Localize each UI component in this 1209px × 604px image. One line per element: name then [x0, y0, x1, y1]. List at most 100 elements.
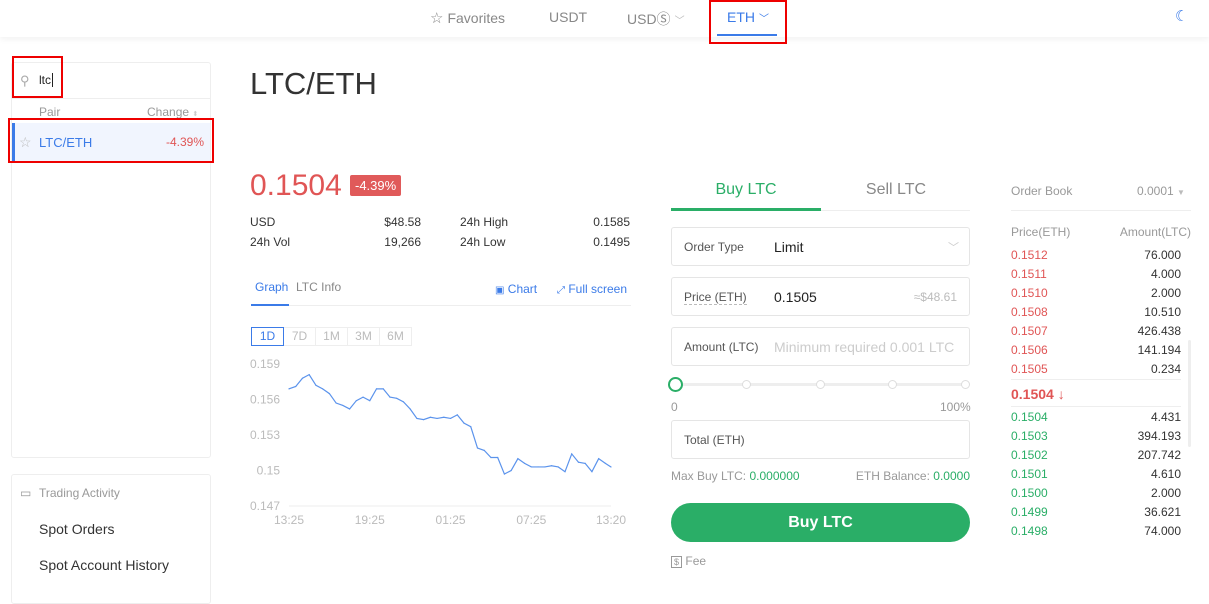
data-point — [342, 404, 344, 407]
fee-link[interactable]: $ Fee — [671, 554, 706, 568]
data-point — [295, 385, 297, 388]
price-field[interactable]: Price (ETH) 0.1505 ≈$48.61 — [671, 277, 970, 316]
data-point — [375, 388, 378, 390]
sort-icon: ⬍ — [192, 111, 199, 118]
data-point — [497, 456, 499, 459]
data-point — [550, 465, 553, 467]
arrow-down-icon: ↓ — [1057, 386, 1065, 402]
orderbook-row[interactable]: 0.1500 2.000 — [1011, 486, 1181, 500]
chevron-down-icon: ﹀ — [948, 242, 959, 254]
data-point — [416, 417, 418, 420]
fullscreen-link[interactable]: ⤢ Full screen — [557, 282, 628, 296]
price-line — [288, 373, 612, 475]
spot-orders-link[interactable]: Spot Orders — [39, 521, 115, 537]
chevron-down-icon: ﹀ — [759, 13, 769, 25]
data-point — [490, 456, 492, 459]
range-7d[interactable]: 7D — [283, 327, 316, 346]
orderbook-row[interactable]: 0.1499 36.621 — [1011, 505, 1181, 519]
pair-list-panel: ⚲ ltc Pair Change ⬍ ☆ LTC/ETH -4.39% — [11, 62, 211, 458]
orderbook-title: Order Book — [1011, 184, 1073, 198]
buy-button[interactable]: Buy LTC — [671, 503, 970, 542]
x-tick-label: 13:20 — [596, 513, 626, 527]
range-selector: 1D 7D 1M 3M 6M — [251, 327, 412, 346]
data-point — [288, 388, 290, 390]
data-point — [409, 408, 411, 410]
tab-sell[interactable]: Sell LTC — [865, 181, 927, 198]
star-icon[interactable]: ☆ — [19, 134, 32, 150]
orderbook-row[interactable]: 0.1506 141.194 — [1011, 343, 1181, 357]
data-point — [315, 384, 317, 386]
pair-row[interactable]: ☆ LTC/ETH -4.39% — [12, 123, 210, 161]
data-point — [355, 400, 357, 402]
highlight-box — [709, 0, 787, 44]
orderbook-row[interactable]: 0.1512 76.000 — [1011, 248, 1181, 262]
data-point — [436, 417, 438, 420]
x-tick-label: 13:25 — [274, 513, 304, 527]
nav-usds[interactable]: USDⓈ ﹀ — [627, 11, 685, 27]
orderbook-row[interactable]: 0.1504 4.431 — [1011, 410, 1181, 424]
x-tick-label: 01:25 — [436, 513, 466, 527]
amount-field[interactable]: Amount (LTC) Minimum required 0.001 LTC — [671, 327, 970, 366]
data-point — [598, 458, 600, 460]
data-point — [396, 397, 398, 399]
orderbook-row[interactable]: 0.1511 4.000 — [1011, 267, 1181, 281]
list-icon: ▭ — [20, 486, 32, 500]
expand-icon: ⤢ — [557, 285, 565, 296]
range-6m[interactable]: 6M — [379, 327, 412, 346]
data-point — [537, 466, 539, 468]
data-point — [510, 469, 512, 472]
top-nav: ☆ Favorites USDT USDⓈ ﹀ ETH ﹀ ☾ — [0, 0, 1209, 37]
star-icon: ☆ — [430, 10, 444, 27]
moon-icon[interactable]: ☾ — [1175, 8, 1189, 25]
nav-eth[interactable]: ETH ﹀ — [727, 9, 769, 25]
tab-buy[interactable]: Buy LTC — [715, 181, 777, 198]
chart-link[interactable]: ▣ Chart — [495, 282, 538, 296]
data-point — [362, 396, 364, 398]
tab-graph[interactable]: Graph — [255, 280, 289, 294]
y-tick-label: 0.156 — [250, 393, 280, 407]
data-point — [584, 462, 586, 464]
order-type-select[interactable]: Order Type Limit ﹀ — [671, 227, 970, 266]
data-point — [456, 414, 458, 416]
orderbook-row[interactable]: 0.1502 207.742 — [1011, 448, 1181, 462]
orderbook-row[interactable]: 0.1507 426.438 — [1011, 324, 1181, 338]
search-input[interactable]: ltc — [39, 73, 53, 87]
range-1d[interactable]: 1D — [251, 327, 284, 346]
y-tick-label: 0.15 — [257, 464, 281, 478]
data-point — [503, 473, 506, 475]
change-badge: -4.39% — [350, 175, 402, 196]
tab-ltc-info[interactable]: LTC Info — [296, 280, 342, 294]
orderbook-row[interactable]: 0.1501 4.610 — [1011, 467, 1181, 481]
orderbook-row[interactable]: 0.1505 0.234 — [1011, 362, 1181, 376]
nav-usdt[interactable]: USDT — [549, 9, 588, 25]
data-point — [571, 453, 573, 455]
range-1m[interactable]: 1M — [315, 327, 348, 346]
orderbook-row[interactable]: 0.1510 2.000 — [1011, 286, 1181, 300]
last-price: 0.1504 — [250, 169, 342, 202]
data-point — [524, 462, 526, 464]
data-point — [470, 426, 472, 428]
orderbook-row[interactable]: 0.1503 394.193 — [1011, 429, 1181, 443]
data-point — [610, 466, 612, 468]
slider-handle[interactable] — [668, 377, 683, 392]
nav-favorites[interactable]: ☆ Favorites — [430, 10, 506, 27]
total-field[interactable]: Total (ETH) — [671, 420, 970, 459]
orderbook-row[interactable]: 0.1508 10.510 — [1011, 305, 1181, 319]
data-point — [322, 388, 324, 390]
precision-select[interactable]: 0.0001 ▼ — [1137, 184, 1185, 198]
scrollbar[interactable] — [1188, 340, 1191, 447]
y-tick-label: 0.153 — [250, 428, 280, 442]
highlight-box — [12, 56, 63, 98]
range-3m[interactable]: 3M — [347, 327, 380, 346]
spot-account-history-link[interactable]: Spot Account History — [39, 557, 169, 573]
data-point — [301, 377, 304, 379]
data-point — [530, 466, 532, 468]
data-point — [348, 408, 351, 410]
search-icon: ⚲ — [20, 73, 30, 88]
col-change-sort[interactable]: Change ⬍ — [147, 105, 199, 119]
caret-down-icon: ▼ — [1177, 188, 1185, 197]
orderbook-row[interactable]: 0.1498 74.000 — [1011, 524, 1181, 538]
chart-icon: ▣ — [495, 285, 505, 296]
data-point — [476, 447, 479, 449]
data-point — [328, 392, 330, 395]
